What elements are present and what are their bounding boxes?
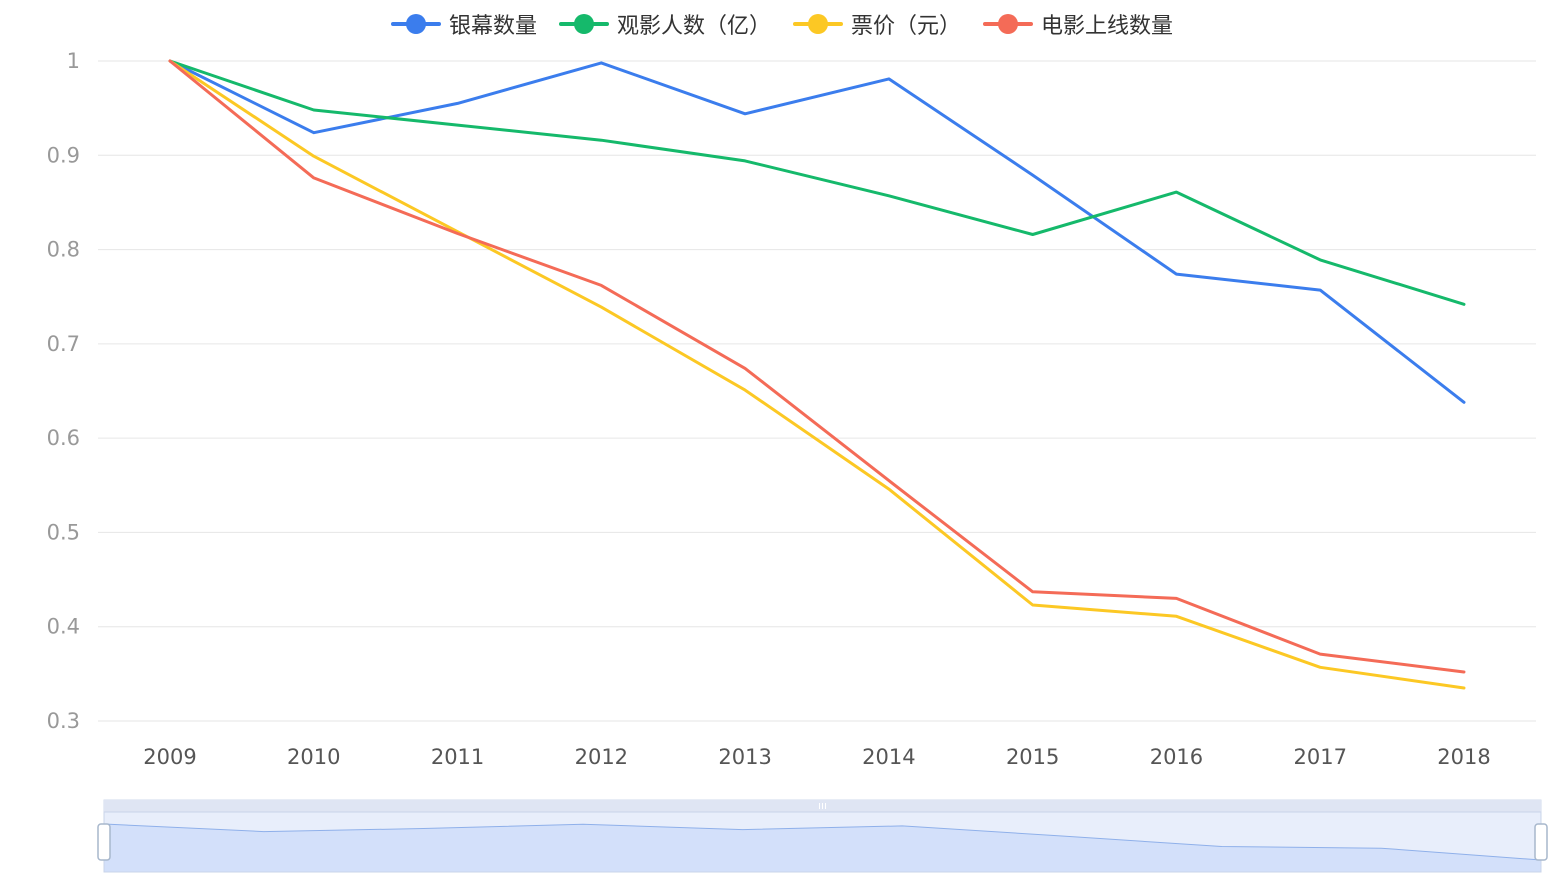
x-tick-label: 2015 bbox=[1006, 745, 1059, 769]
y-tick-label: 0.5 bbox=[47, 520, 80, 544]
series-line-4 bbox=[168, 59, 1466, 674]
x-axis-ticks: 2009 2010 2011 2012 2013 2014 2015 2016 2017 2018 bbox=[143, 745, 1490, 769]
legend-item-3[interactable]: 票价（元） bbox=[793, 8, 961, 40]
data-zoom-preview-line bbox=[103, 823, 1542, 861]
data-zoom-left-handle[interactable] bbox=[97, 823, 111, 861]
x-tick-label: 2013 bbox=[718, 745, 771, 769]
legend-label: 票价（元） bbox=[851, 14, 962, 39]
data-zoom-preview-area bbox=[104, 824, 1541, 872]
series-line-2 bbox=[168, 59, 1466, 306]
y-grid bbox=[98, 60, 1536, 722]
legend-item-2[interactable]: 观影人数（亿） bbox=[558, 8, 771, 40]
y-tick-label: 1 bbox=[67, 49, 80, 73]
legend-item-4[interactable]: 电影上线数量 bbox=[983, 8, 1173, 40]
legend-item-1[interactable]: 银幕数量 bbox=[390, 8, 537, 40]
x-tick-label: 2016 bbox=[1150, 745, 1203, 769]
legend-label: 银幕数量 bbox=[448, 14, 537, 39]
legend-swatch-icon bbox=[558, 14, 609, 34]
x-tick-label: 2018 bbox=[1437, 745, 1490, 769]
x-tick-label: 2009 bbox=[143, 745, 196, 769]
x-tick-label: 2014 bbox=[862, 745, 915, 769]
data-zoom-slider[interactable] bbox=[97, 799, 1548, 873]
y-tick-label: 0.7 bbox=[47, 332, 80, 356]
x-tick-label: 2010 bbox=[287, 745, 340, 769]
y-tick-label: 0.8 bbox=[47, 238, 80, 262]
y-tick-label: 0.9 bbox=[47, 143, 80, 167]
y-tick-label: 0.4 bbox=[47, 615, 80, 639]
x-tick-label: 2012 bbox=[575, 745, 628, 769]
legend-label: 观影人数（亿） bbox=[616, 14, 771, 39]
y-tick-label: 0.3 bbox=[47, 709, 80, 733]
legend-swatch-icon bbox=[390, 14, 441, 34]
y-tick-label: 0.6 bbox=[47, 426, 80, 450]
x-tick-label: 2017 bbox=[1293, 745, 1346, 769]
legend: 银幕数量 观影人数（亿） 票价（元） 电影上线数量 bbox=[0, 6, 1564, 42]
legend-swatch-icon bbox=[983, 14, 1034, 34]
data-zoom-right-handle[interactable] bbox=[1534, 823, 1548, 861]
y-axis-ticks: 0.3 0.4 0.5 0.6 0.7 0.8 0.9 1 bbox=[47, 49, 80, 733]
legend-swatch-icon bbox=[793, 14, 843, 34]
series-line-1 bbox=[168, 59, 1466, 404]
series-line-3 bbox=[168, 59, 1466, 690]
legend-label: 电影上线数量 bbox=[1041, 14, 1174, 39]
x-tick-label: 2011 bbox=[431, 745, 484, 769]
series-lines bbox=[168, 59, 1466, 690]
